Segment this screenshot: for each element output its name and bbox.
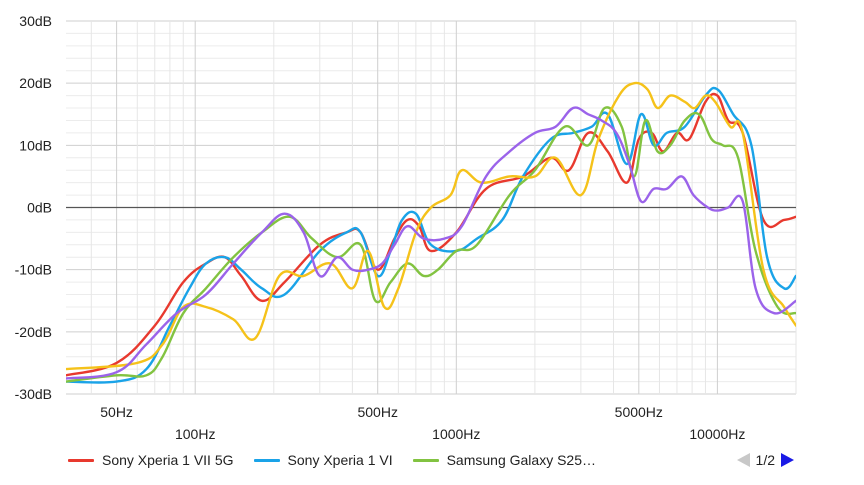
legend-page-indicator: 1/2 <box>755 452 775 468</box>
legend-swatch-3 <box>412 458 439 462</box>
y-tick-label: 0dB <box>27 200 52 216</box>
legend-prev-arrow-icon[interactable] <box>736 453 750 467</box>
legend-item-3[interactable]: Samsung Galaxy S25… <box>412 452 596 468</box>
y-tick-label: -30dB <box>15 386 52 402</box>
legend-swatch-2 <box>253 458 280 462</box>
series-line-5 <box>66 106 796 380</box>
y-tick-label: 30dB <box>19 13 52 29</box>
legend-next-arrow-icon[interactable] <box>781 453 794 467</box>
x-tick-label: 50Hz <box>100 404 133 420</box>
series-line-3 <box>66 106 796 383</box>
legend-pager: 1/2 <box>736 449 794 471</box>
y-tick-label: -10dB <box>15 262 52 278</box>
legend-label-2: Sony Xperia 1 VI <box>287 452 393 468</box>
legend-item-1[interactable]: Sony Xperia 1 VII 5G <box>68 452 234 468</box>
legend-swatch-1 <box>68 458 94 462</box>
y-tick-label: -20dB <box>15 324 52 340</box>
legend: Sony Xperia 1 VII 5G Sony Xperia 1 VI Sa… <box>68 449 848 471</box>
legend-item-2[interactable]: Sony Xperia 1 VI <box>253 452 393 468</box>
series-line-1 <box>66 92 796 377</box>
legend-label-1: Sony Xperia 1 VII 5G <box>102 452 234 468</box>
y-tick-label: 10dB <box>19 137 52 153</box>
series-line-4 <box>66 81 796 371</box>
legend-label-3: Samsung Galaxy S25… <box>446 452 596 468</box>
x-tick-label: 500Hz <box>357 404 397 420</box>
x-tick-label: 100Hz <box>175 426 215 442</box>
x-tick-label: 1000Hz <box>432 426 480 442</box>
y-tick-label: 20dB <box>19 75 52 91</box>
x-tick-label: 5000Hz <box>615 404 663 420</box>
frequency-response-chart: 30dB 20dB 10dB 0dB -10dB -20dB -30dB 50Hz 100Hz 5… <box>15 13 797 442</box>
x-tick-label: 10000Hz <box>689 426 745 442</box>
